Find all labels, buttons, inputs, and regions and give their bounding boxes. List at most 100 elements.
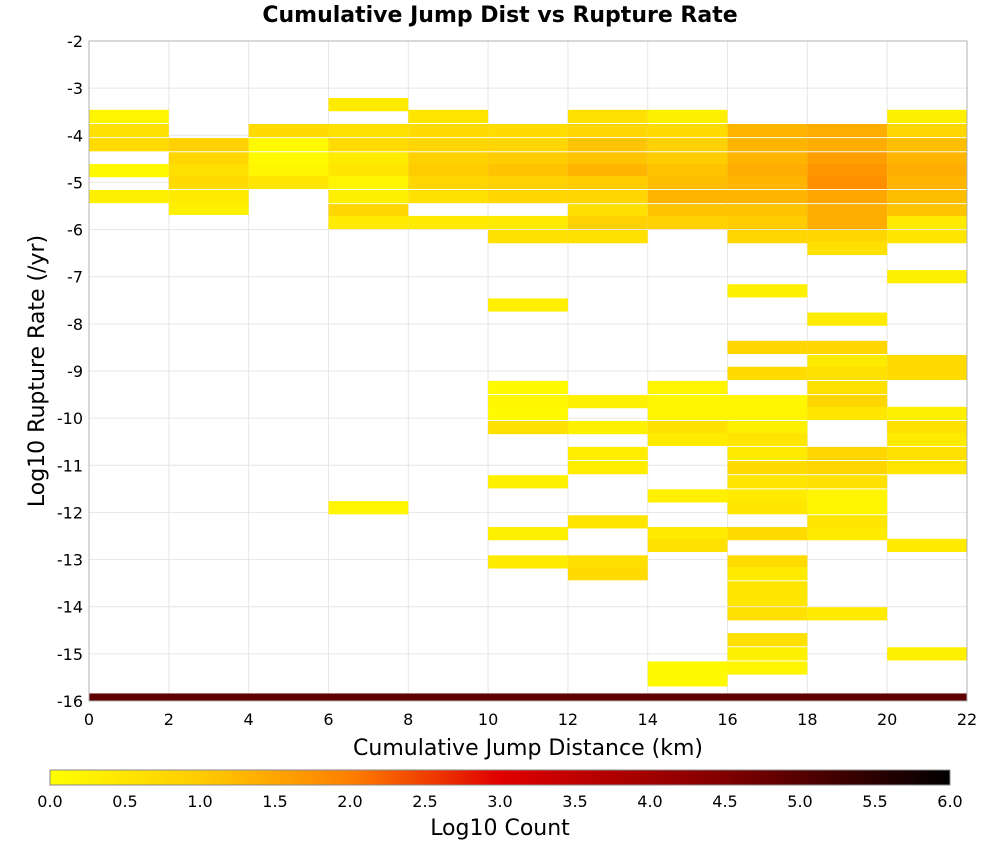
x-tick-label: 8 [403,710,413,729]
colorbar-tick-label: 1.5 [262,792,287,811]
heatmap-cell [567,230,648,244]
heatmap-cell [727,461,808,475]
heatmap-cell [328,189,409,204]
x-tick-label: 10 [478,710,498,729]
heatmap-cell [488,420,568,435]
y-tick-label: -11 [57,456,83,475]
heatmap-cell [328,501,409,515]
heatmap-cell [567,175,648,190]
heatmap-cell [567,138,648,152]
heatmap-cell [727,555,808,569]
y-tick-label: -8 [67,315,83,334]
heatmap-cell [647,395,728,409]
colorbar-tick-label: 0.5 [112,792,137,811]
heatmap-cell [488,164,568,178]
heatmap-cell [89,164,169,178]
heatmap-cell [727,489,808,503]
heatmap-cell [488,230,568,244]
heatmap-cell [887,366,967,380]
colorbar-tick-label: 1.0 [187,792,212,811]
heatmap-cell [887,123,967,138]
heatmap-cell [887,164,967,178]
heatmap-cell [727,230,808,244]
heatmap-cell [567,555,648,569]
y-tick-label: -4 [67,126,83,145]
heatmap-cell [328,123,409,138]
heatmap-cell [567,395,648,409]
heatmap-cell [807,489,888,503]
heatmap-cell [807,395,888,409]
heatmap-cell [89,138,169,152]
heatmap-cell [727,175,808,190]
heatmap-cell [727,164,808,178]
heatmap-cell [328,98,409,112]
heatmap-cell [328,152,409,166]
heatmap-cell [647,123,728,138]
heatmap-cell [807,189,888,204]
heatmap-cell [807,230,888,244]
heatmap-cell [807,138,888,152]
heatmap-cell [807,380,888,395]
heatmap-cell [887,270,967,284]
heatmap-cell [647,661,728,675]
heatmap-cell [807,215,888,230]
x-tick-label: 4 [244,710,254,729]
heatmap-cell [248,175,329,190]
colorbar-tick-label: 5.5 [862,792,887,811]
heatmap-cell [807,461,888,475]
heatmap-cell [408,189,489,204]
heatmap-cell [807,607,888,621]
heatmap-cell [567,189,648,204]
heatmap-cell [727,501,808,515]
heatmap-cell [807,164,888,178]
colorbar-tick-label: 4.5 [712,792,737,811]
heatmap-cell [567,461,648,475]
heatmap-cell [807,475,888,489]
y-tick-label: -16 [57,692,83,711]
heatmap-cell [647,673,728,687]
heatmap-cell [647,489,728,503]
heatmap-cell [89,109,169,124]
heatmap-cell [727,406,808,421]
heatmap-cell [328,215,409,230]
heatmap-cell [488,555,568,569]
heatmap-cell [488,152,568,166]
heatmap-cell [647,406,728,421]
x-tick-label: 6 [323,710,333,729]
heatmap-cell [727,204,808,218]
heatmap-cell [647,152,728,166]
heatmap-cell [887,647,967,661]
heatmap-cell [567,567,648,581]
heatmap-cell [248,164,329,178]
y-tick-label: -14 [57,598,83,617]
heatmap-cell [488,189,568,204]
x-tick-label: 22 [957,710,977,729]
heatmap-cell [887,446,967,461]
heatmap-cell [488,175,568,190]
heatmap-cell [488,123,568,138]
heatmap-cell [807,340,888,355]
heatmap-cell [168,175,249,190]
y-axis-label: Log10 Rupture Rate (/yr) [25,235,50,507]
heatmap-cell [567,152,648,166]
heatmap-cell [488,395,568,409]
heatmap-cell [807,501,888,515]
colorbar-tick-labels: 0.0 0.5 1.0 1.5 2.0 2.5 3.0 3.5 4.0 4.5 5.0 5.5 6.0 [37,792,962,811]
heatmap-cell [488,527,568,541]
heatmap-cell [727,567,808,581]
heatmap-cell [887,461,967,475]
y-tick-labels: -2 -3 -4 -5 -6 -7 -8 -9 -10 -11 -12 -13 -14 -15 -16 [57,32,83,711]
heatmap-cell [887,189,967,204]
heatmap-cells [89,98,967,701]
y-tick-label: -10 [57,409,83,428]
heatmap-cell [647,380,728,395]
heatmap-cell [488,406,568,421]
heatmap-cell [727,420,808,435]
heatmap-cell [727,152,808,166]
heatmap-cell [807,152,888,166]
x-axis-label: Cumulative Jump Distance (km) [353,736,703,761]
heatmap-cell [408,164,489,178]
heatmap-cell [647,109,728,124]
heatmap-cell [727,475,808,489]
y-tick-label: -15 [57,645,83,664]
